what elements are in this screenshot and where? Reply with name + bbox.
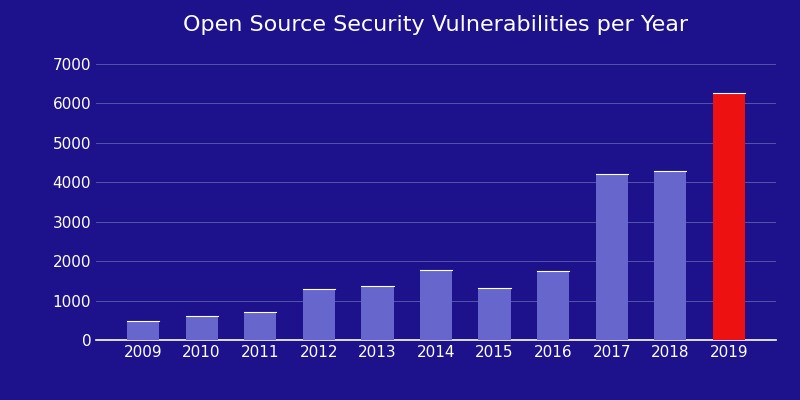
Bar bbox=[127, 321, 159, 340]
Bar bbox=[302, 290, 335, 340]
Bar bbox=[654, 171, 686, 340]
Bar bbox=[478, 288, 510, 340]
Bar bbox=[362, 286, 394, 340]
Bar bbox=[713, 93, 745, 340]
Bar bbox=[537, 271, 570, 340]
Title: Open Source Security Vulnerabilities per Year: Open Source Security Vulnerabilities per… bbox=[183, 15, 689, 35]
Bar bbox=[420, 270, 452, 340]
Bar bbox=[596, 174, 628, 340]
Bar bbox=[186, 316, 218, 340]
Bar bbox=[244, 312, 276, 340]
